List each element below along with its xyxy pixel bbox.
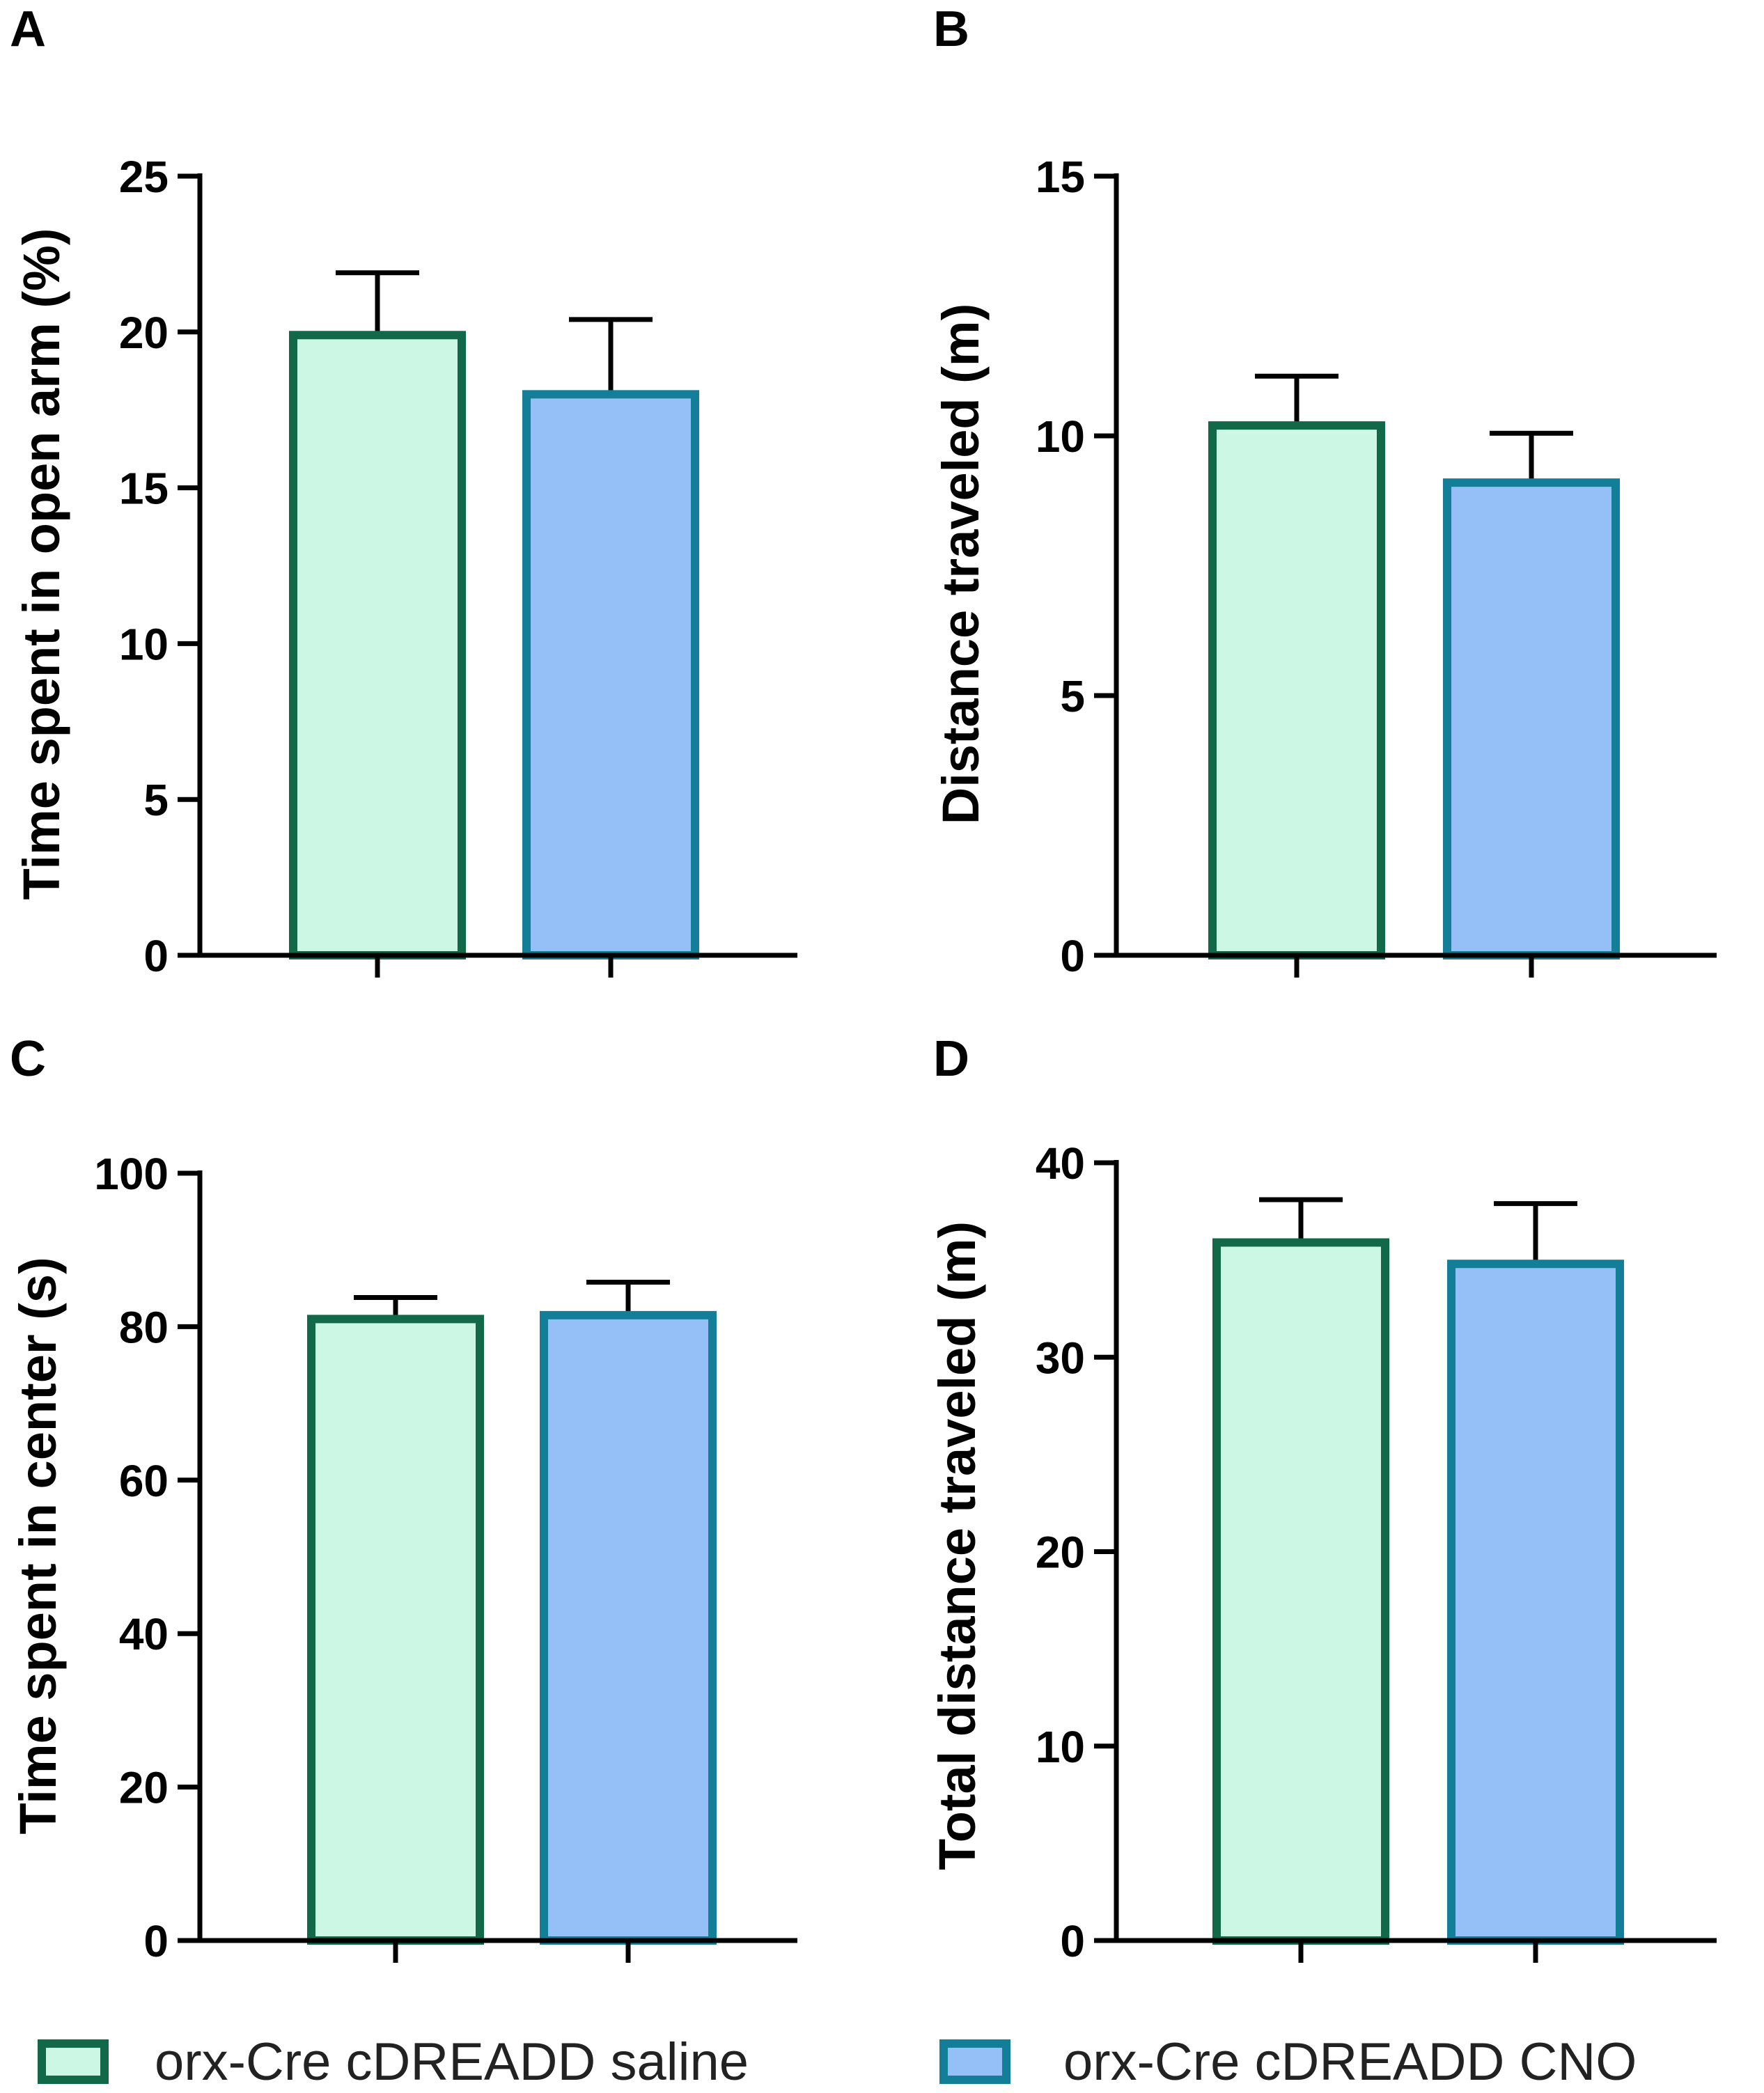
panel-d-y-tick-label-10: 10 <box>1036 1722 1085 1772</box>
panel-a-y-tick-label-5: 5 <box>143 775 169 825</box>
panel-b-bar-cno <box>1443 478 1620 959</box>
panel-d-bar-cno <box>1447 1260 1624 1945</box>
panel-c-y-tick-label-0: 0 <box>143 1916 169 1966</box>
panel-a-y-axis-title: Time spent in open arm (%) <box>13 228 70 900</box>
panel-c-bar-saline <box>307 1315 484 1945</box>
panel-c: C 0 20 40 60 80 100 Time spent in center (s) <box>9 1031 797 1966</box>
panel-d-y-tick-label-20: 20 <box>1036 1528 1085 1578</box>
panel-b-y-axis-title: Distance traveled (m) <box>932 304 990 825</box>
panel-a-y-tick-label-25: 25 <box>119 152 169 202</box>
panel-a-axes: 0 5 10 15 20 25 <box>119 152 797 981</box>
panel-d-letter: D <box>933 1031 969 1087</box>
panel-d: D 0 10 20 30 40 Total distance traveled (m) <box>928 1031 1717 1966</box>
legend-swatch-saline <box>38 2039 109 2084</box>
panel-b: B 0 5 10 15 Distance traveled (m) <box>932 1 1717 981</box>
panel-c-y-tick-label-100: 100 <box>94 1149 169 1199</box>
legend-swatch-cno <box>939 2039 1010 2084</box>
panel-c-y-tick-label-40: 40 <box>119 1609 169 1659</box>
panel-a-bar-cno <box>522 390 699 959</box>
panel-d-y-tick-label-30: 30 <box>1036 1333 1085 1383</box>
panel-a-y-tick-label-15: 15 <box>119 464 169 514</box>
panel-a-letter: A <box>10 1 46 57</box>
panel-b-bar-saline <box>1208 421 1385 959</box>
panel-c-letter: C <box>10 1031 46 1087</box>
panel-b-y-tick-label-5: 5 <box>1060 671 1085 721</box>
panel-a-y-tick-label-10: 10 <box>119 619 169 669</box>
panel-b-y-tick-label-0: 0 <box>1060 931 1085 981</box>
panel-d-y-tick-label-0: 0 <box>1060 1916 1085 1966</box>
panel-a-y-tick-label-0: 0 <box>143 931 169 981</box>
panel-b-y-tick-label-10: 10 <box>1036 411 1085 462</box>
panel-b-axes: 0 5 10 15 <box>1036 152 1717 981</box>
panel-c-y-tick-label-80: 80 <box>119 1302 169 1352</box>
panel-c-bar-cno <box>540 1310 717 1945</box>
panel-c-y-tick-label-60: 60 <box>119 1456 169 1506</box>
legend-label-cno: orx-Cre cDREADD CNO <box>1063 2032 1637 2092</box>
legend-label-saline: orx-Cre cDREADD saline <box>155 2032 749 2092</box>
panel-b-y-tick-label-15: 15 <box>1036 152 1085 202</box>
panel-c-y-tick-label-20: 20 <box>119 1763 169 1813</box>
panel-a-bar-saline <box>289 331 466 959</box>
panel-d-bar-saline <box>1212 1238 1389 1945</box>
legend: orx-Cre cDREADD saline orx-Cre cDREADD C… <box>38 2032 1637 2092</box>
panel-b-letter: B <box>933 1 969 57</box>
panel-d-axes: 0 10 20 30 40 <box>1036 1138 1717 1966</box>
legend-item-saline: orx-Cre cDREADD saline <box>38 2032 749 2092</box>
panel-d-y-axis-title: Total distance traveled (m) <box>928 1221 986 1870</box>
panel-d-y-tick-label-40: 40 <box>1036 1138 1085 1189</box>
panel-a-y-tick-label-20: 20 <box>119 308 169 358</box>
panel-c-y-axis-title: Time spent in center (s) <box>9 1257 67 1834</box>
panel-a: A 0 5 10 15 20 25 Time spent in open arm (%) <box>10 1 797 981</box>
legend-item-cno: orx-Cre cDREADD CNO <box>939 2032 1637 2092</box>
panel-c-axes: 0 20 40 60 80 100 <box>94 1149 797 1966</box>
